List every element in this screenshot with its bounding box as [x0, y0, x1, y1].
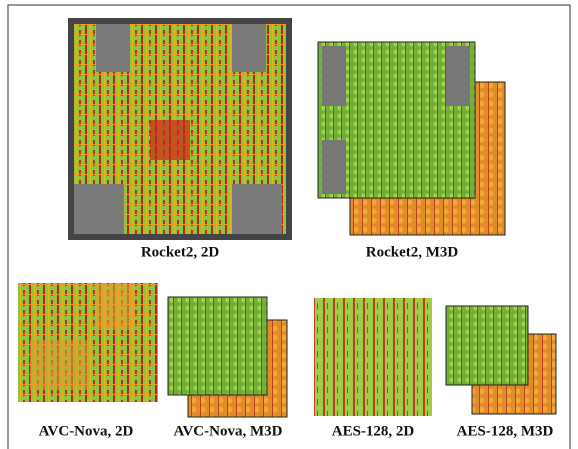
avc-2d-layout: [18, 283, 158, 402]
avc-m3d-layout: [168, 297, 287, 417]
figure: Rocket2, 2D Rocket2, M3D AVC-Nova, 2D AV…: [0, 0, 578, 449]
rocket2-m3d-layout: [318, 42, 505, 235]
aes-m3d-layout: [446, 306, 556, 414]
caption: AVC-Nova, 2D: [39, 423, 134, 439]
rocket2-2d-layout: [68, 18, 292, 240]
caption: AVC-Nova, M3D: [174, 423, 283, 439]
caption: AES-128, 2D: [332, 423, 415, 439]
caption: Rocket2, M3D: [366, 244, 459, 260]
caption: Rocket2, 2D: [141, 244, 219, 260]
page: {"figure": {"panels": [ {"caption": "Roc…: [0, 0, 578, 449]
caption: AES-128, M3D: [457, 423, 554, 439]
aes-2d-layout: [314, 298, 432, 416]
